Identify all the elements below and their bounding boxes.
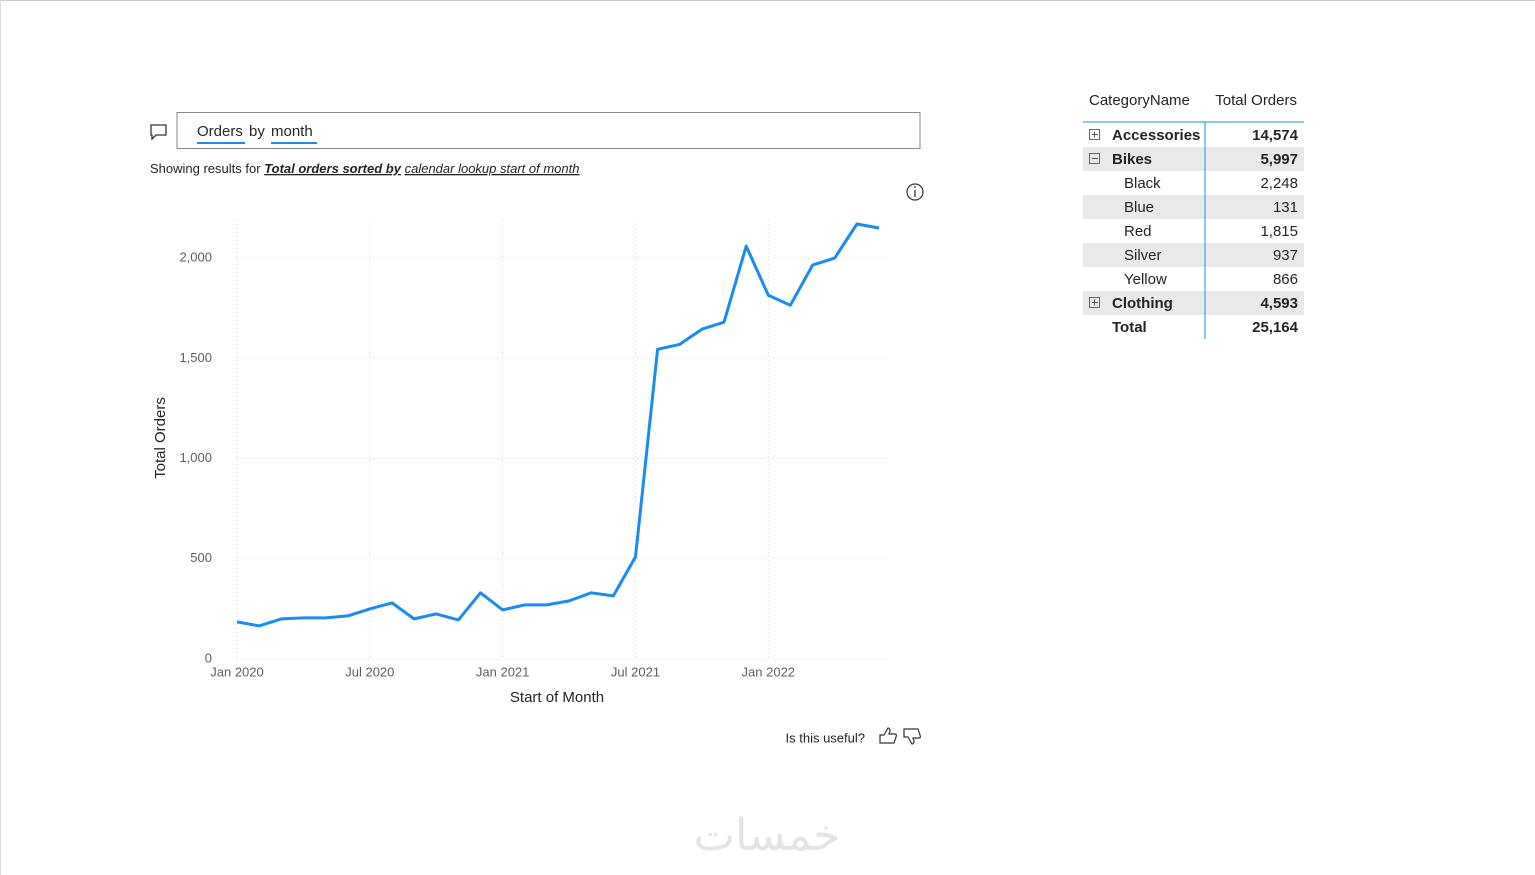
row-name: Yellow bbox=[1124, 271, 1167, 288]
query-word: Orders bbox=[197, 123, 243, 140]
row-value: 131 bbox=[1273, 199, 1298, 216]
row-name: Total bbox=[1112, 319, 1147, 336]
row-name: Blue bbox=[1124, 199, 1154, 216]
table: CategoryName Total Orders Accessories 14,57… bbox=[1083, 92, 1304, 336]
showing-prefix: Showing results for bbox=[150, 161, 261, 176]
x-axis-title: Start of Month bbox=[510, 689, 604, 706]
row-name: Black bbox=[1124, 175, 1161, 192]
x-tick-label: Jan 2020 bbox=[210, 664, 264, 679]
table-header: CategoryName bbox=[1089, 92, 1190, 109]
showing-rest[interactable]: calendar lookup start of month bbox=[405, 161, 580, 176]
row-value: 866 bbox=[1273, 271, 1298, 288]
row-name: Red bbox=[1124, 223, 1152, 240]
row-name: Bikes bbox=[1112, 151, 1152, 168]
row-name: Accessories bbox=[1112, 127, 1200, 144]
row-value: 937 bbox=[1273, 247, 1298, 264]
row-expander[interactable] bbox=[1089, 153, 1100, 164]
x-tick-label: Jul 2020 bbox=[345, 664, 394, 679]
y-tick-label: 1,000 bbox=[179, 450, 212, 465]
row-name: Silver bbox=[1124, 247, 1162, 264]
y-axis-title: Total Orders bbox=[152, 397, 169, 479]
y-tick-label: 1,500 bbox=[179, 350, 212, 365]
y-tick-label: 500 bbox=[190, 550, 212, 565]
info-icon-dot bbox=[914, 186, 916, 188]
chat-icon bbox=[150, 124, 167, 141]
query-word: month bbox=[271, 123, 313, 140]
feedback-text: Is this useful? bbox=[786, 730, 866, 745]
row-expander[interactable] bbox=[1089, 297, 1100, 308]
row-band bbox=[1083, 195, 1304, 219]
query-word: by bbox=[249, 123, 265, 140]
row-value: 25,164 bbox=[1252, 319, 1299, 336]
x-tick-label: Jan 2021 bbox=[476, 664, 530, 679]
table-header: Total Orders bbox=[1215, 92, 1297, 109]
row-value: 2,248 bbox=[1260, 175, 1298, 192]
row-expander[interactable] bbox=[1089, 129, 1100, 140]
row-value: 14,574 bbox=[1252, 127, 1299, 144]
showing-bold[interactable]: Total orders sorted by bbox=[264, 161, 402, 176]
thumbs-down[interactable] bbox=[903, 728, 921, 745]
info-icon[interactable] bbox=[906, 183, 924, 201]
x-tick-label: Jul 2021 bbox=[611, 664, 660, 679]
row-value: 1,815 bbox=[1260, 223, 1298, 240]
row-band bbox=[1083, 243, 1304, 267]
row-value: 4,593 bbox=[1260, 295, 1298, 312]
y-tick-label: 2,000 bbox=[179, 250, 212, 265]
row-band bbox=[1083, 147, 1304, 171]
row-value: 5,997 bbox=[1260, 151, 1298, 168]
showing-results: Showing results for Total orders sorted … bbox=[150, 161, 579, 176]
watermark: خمسات bbox=[694, 810, 841, 861]
row-name: Clothing bbox=[1112, 295, 1173, 312]
thumbs-up[interactable] bbox=[879, 727, 897, 744]
data-line bbox=[236, 222, 880, 628]
query-box[interactable] bbox=[176, 112, 921, 149]
x-tick-label: Jan 2022 bbox=[742, 664, 796, 679]
row-band bbox=[1083, 291, 1304, 315]
y-tick-label: 0 bbox=[205, 650, 212, 665]
